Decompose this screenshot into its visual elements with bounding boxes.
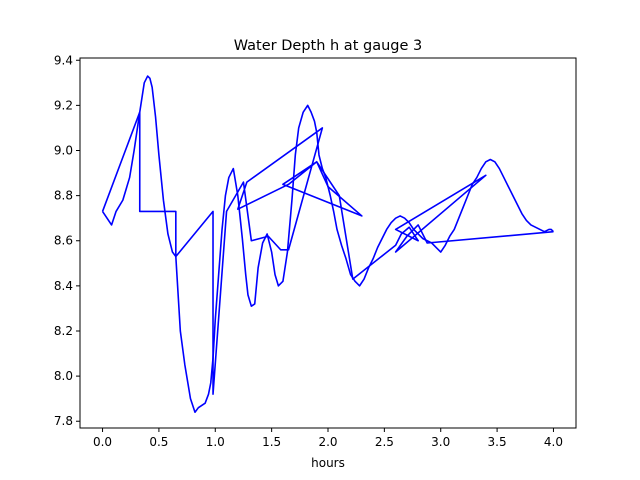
series-layer <box>101 75 555 414</box>
plot-area <box>101 75 555 414</box>
x-tick-label: 2.0 <box>318 435 337 449</box>
y-tick-label: 7.8 <box>54 414 73 428</box>
x-axis-label: hours <box>311 456 345 470</box>
x-tick-label: 2.5 <box>375 435 394 449</box>
x-tick-label: 4.0 <box>544 435 563 449</box>
x-tick-label: 1.0 <box>206 435 225 449</box>
y-tick-label: 8.6 <box>54 234 73 248</box>
y-tick-label: 8.2 <box>54 324 73 338</box>
y-tick-label: 8.4 <box>54 279 73 293</box>
y-axis: 7.8 8.0 8.2 8.4 8.6 8.8 9.0 9.2 9.4 <box>54 53 80 428</box>
y-tick-label: 8.8 <box>54 189 73 203</box>
chart-title: Water Depth h at gauge 3 <box>234 38 422 54</box>
x-tick-label: 0.0 <box>93 435 112 449</box>
x-axis: 0.0 0.5 1.0 1.5 2.0 2.5 3.0 3.5 4.0 <box>93 428 563 449</box>
y-tick-label: 9.0 <box>54 144 73 158</box>
x-tick-label: 3.0 <box>431 435 450 449</box>
series-line-2 <box>101 111 554 395</box>
y-tick-label: 9.2 <box>54 98 73 112</box>
x-tick-label: 0.5 <box>149 435 168 449</box>
y-tick-label: 9.4 <box>54 53 73 67</box>
y-tick-label: 8.0 <box>54 369 73 383</box>
x-tick-label: 3.5 <box>488 435 507 449</box>
x-tick-label: 1.5 <box>262 435 281 449</box>
